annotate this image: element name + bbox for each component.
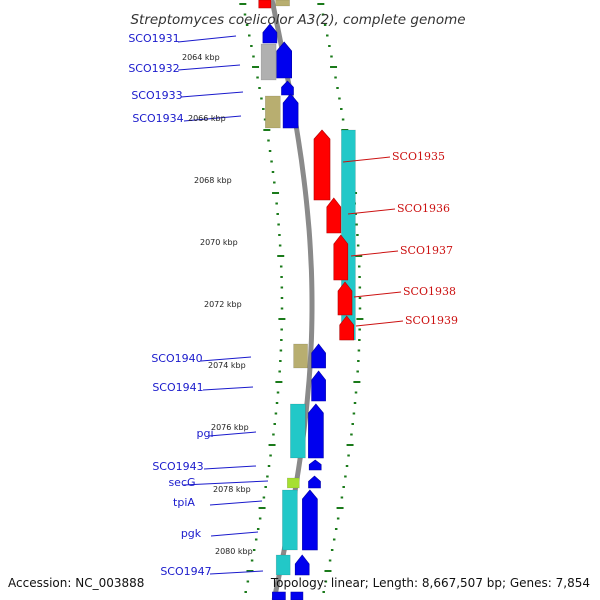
gene-label[interactable]: SCO1939 — [405, 314, 458, 327]
kbp-label: 2070 kbp — [200, 238, 238, 247]
label-leader-line — [202, 386, 254, 391]
gene-label[interactable]: pgi — [196, 427, 213, 440]
label-leader-line — [177, 35, 237, 43]
map-title: Streptomyces coelicolor A3(2), complete … — [130, 12, 465, 28]
gene-feature — [275, 0, 290, 7]
gene-feature — [290, 403, 306, 459]
label-leader-line — [200, 356, 252, 362]
gene-label[interactable]: secG — [168, 476, 195, 489]
label-leader-line — [208, 431, 257, 437]
gene-feature — [258, 0, 272, 9]
gene-label[interactable]: SCO1943 — [152, 460, 203, 473]
accession-text: Accession: NC_003888 — [8, 576, 144, 590]
kbp-label: 2078 kbp — [213, 485, 251, 494]
gene-feature — [262, 23, 278, 44]
label-leader-line — [353, 291, 402, 298]
gene-feature — [290, 591, 304, 600]
gene-label[interactable]: SCO1941 — [152, 381, 203, 394]
gene-feature — [311, 370, 326, 402]
gene-feature — [281, 80, 294, 96]
gene-label[interactable]: SCO1940 — [151, 352, 202, 365]
label-leader-line — [182, 480, 269, 486]
label-leader-line — [180, 91, 244, 98]
gene-feature — [313, 129, 331, 201]
kbp-label: 2080 kbp — [215, 547, 253, 556]
label-leader-line — [342, 156, 391, 163]
label-leader-line — [177, 64, 241, 71]
gene-feature — [311, 343, 326, 369]
gene-feature — [326, 197, 342, 234]
gene-feature — [264, 95, 281, 129]
kbp-label: 2064 kbp — [182, 53, 220, 62]
gene-label[interactable]: SCO1935 — [392, 150, 445, 163]
gene-feature — [302, 489, 318, 551]
kbp-labels: 2064 kbp 2066 kbp 2068 kbp 2070 kbp 2072 kbp… — [182, 53, 253, 556]
label-leader-line — [209, 570, 264, 575]
gene-feature — [339, 315, 355, 341]
label-leader-line — [347, 208, 396, 215]
label-leader-line — [209, 500, 263, 506]
gene-label[interactable]: pgk — [181, 527, 202, 540]
kbp-label: 2074 kbp — [208, 361, 246, 370]
gene-features — [258, 0, 356, 600]
gene-feature — [308, 403, 324, 459]
gene-feature — [308, 459, 322, 471]
label-leaders — [177, 35, 404, 575]
label-leader-line — [355, 320, 404, 327]
gene-feature — [275, 554, 291, 576]
kbp-label: 2076 kbp — [211, 423, 249, 432]
genome-stats-text: Topology: linear; Length: 8,667,507 bp; … — [270, 576, 590, 590]
gene-feature — [276, 41, 293, 79]
gene-label[interactable]: SCO1934 — [132, 112, 183, 125]
gene-label[interactable]: SCO1936 — [397, 202, 450, 215]
label-leader-line — [183, 115, 242, 122]
kbp-label: 2068 kbp — [194, 176, 232, 185]
kbp-label: 2066 kbp — [188, 114, 226, 123]
label-leader-line — [350, 250, 399, 257]
gene-label[interactable]: SCO1937 — [400, 244, 453, 257]
gene-feature — [337, 281, 353, 316]
gene-labels: SCO1931 SCO1932 SCO1933 SCO1934 SCO1940 SCO19… — [128, 32, 458, 578]
gene-feature — [282, 489, 298, 551]
gene-label[interactable]: tpiA — [173, 496, 195, 509]
gene-label[interactable]: SCO1931 — [128, 32, 179, 45]
gene-feature — [272, 591, 286, 600]
gene-feature — [294, 554, 310, 576]
gene-label[interactable]: SCO1947 — [160, 565, 211, 578]
gene-feature — [308, 475, 321, 489]
gene-label[interactable]: SCO1932 — [128, 62, 179, 75]
gene-feature — [286, 477, 300, 489]
label-leader-line — [210, 531, 259, 537]
gene-feature — [282, 93, 299, 129]
gene-label[interactable]: SCO1933 — [131, 89, 182, 102]
label-leader-line — [203, 465, 257, 470]
kbp-label: 2072 kbp — [204, 300, 242, 309]
gene-label[interactable]: SCO1938 — [403, 285, 456, 298]
gene-feature — [333, 234, 349, 281]
gene-feature — [260, 43, 277, 81]
gene-feature — [293, 343, 308, 369]
